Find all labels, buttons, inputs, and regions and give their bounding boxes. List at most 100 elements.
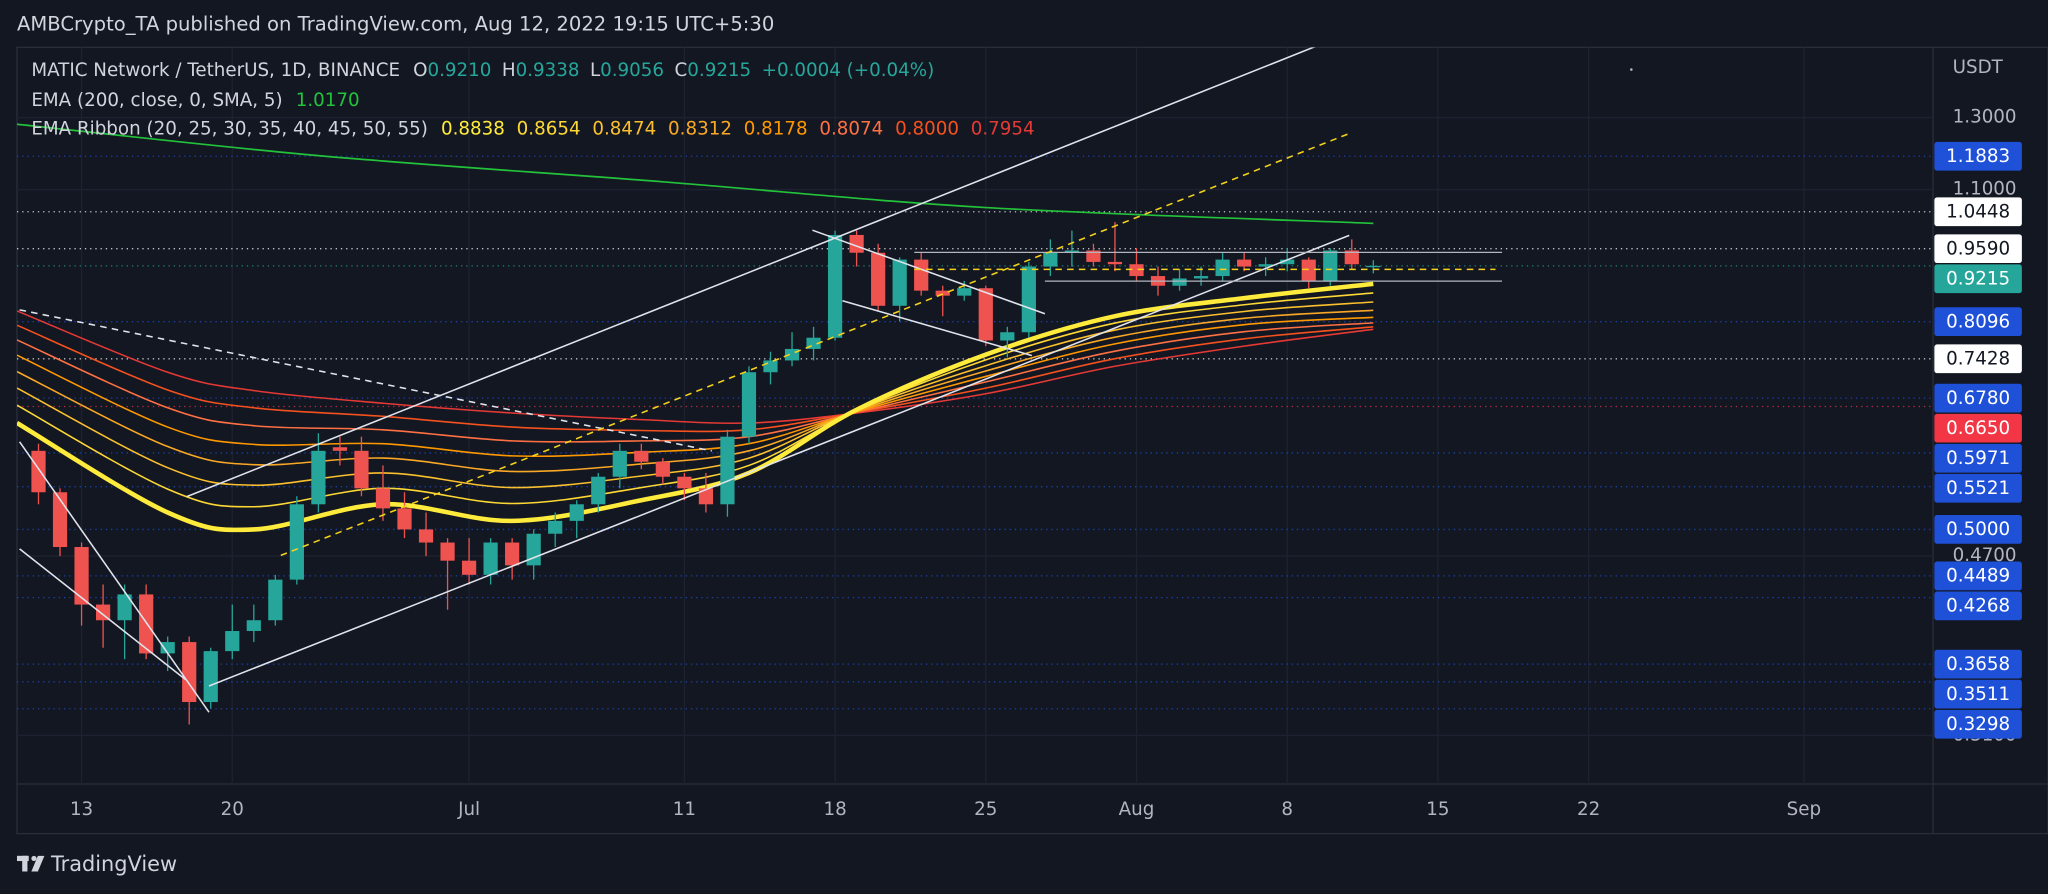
ribbon-line	[16, 309, 1374, 473]
ohlc-value: 0.9215	[687, 60, 751, 81]
price-badge	[1934, 709, 2022, 739]
price-levels	[16, 155, 1934, 710]
price-badge-label: 0.4268	[1946, 596, 2010, 617]
ohlc-key: C	[675, 60, 688, 81]
dashed-trend-line	[19, 309, 712, 452]
candle-body	[698, 488, 714, 505]
ribbon-line	[16, 310, 1374, 425]
legend-row: EMA (200, close, 0, SMA, 5) 1.0170	[31, 90, 359, 111]
currency-label: USDT	[1953, 57, 2004, 78]
candle-body	[957, 288, 972, 296]
candle-body	[203, 651, 218, 703]
brand-name: TradingView	[50, 852, 177, 876]
price-badge-label: 0.6780	[1946, 388, 2010, 409]
legend: MATIC Network / TetherUS, 1D, BINANCE O0.…	[31, 60, 1034, 140]
candle-body	[354, 450, 369, 489]
candle-body	[1043, 252, 1058, 267]
ribbon-line	[16, 301, 1374, 489]
candle-body	[806, 337, 821, 349]
candle-body	[31, 450, 46, 493]
flag-line	[812, 229, 1046, 315]
candle-body	[1129, 264, 1144, 277]
candle-body	[655, 461, 670, 477]
candle-body	[914, 259, 929, 291]
ribbon-value: 0.7954	[971, 119, 1035, 140]
ohlc-value: 0.9210	[427, 60, 491, 81]
price-badge-label: 0.7428	[1946, 348, 2010, 369]
x-tick-label: 20	[221, 799, 244, 820]
candle-body	[827, 234, 843, 338]
candle-body	[849, 234, 864, 253]
y-tick-label: 0.4700	[1953, 545, 2017, 566]
price-badge-label: 0.9215	[1946, 268, 2010, 289]
y-tick-label: 1.1000	[1953, 179, 2017, 200]
drawings	[18, 47, 1633, 713]
ribbon-value: 0.8474	[592, 119, 656, 140]
ribbon-value: 0.8312	[668, 119, 732, 140]
price-badge-label: 0.3658	[1946, 654, 2010, 675]
candle-body	[397, 508, 412, 530]
price-badge-label: 0.5521	[1946, 478, 2010, 499]
candle-body	[741, 372, 757, 437]
price-badge	[1934, 443, 2022, 473]
x-tick-label: 8	[1281, 799, 1293, 820]
y-tick-label: 1.3000	[1953, 107, 2017, 128]
x-tick-label: 11	[673, 799, 696, 820]
price-badge	[1934, 344, 2022, 374]
candle-body	[892, 259, 907, 306]
candle-body	[268, 579, 283, 621]
candle-body	[978, 288, 993, 341]
price-badge-label: 0.9590	[1946, 238, 2010, 259]
candle-body	[1366, 265, 1381, 268]
ribbon-line	[16, 324, 1374, 433]
price-badge-label: 0.4489	[1946, 566, 2010, 587]
x-tick-label: 25	[974, 799, 997, 820]
logo-part	[31, 855, 45, 872]
indicator-lines	[16, 123, 1374, 533]
x-tick-label: 22	[1577, 799, 1600, 820]
x-tick-label: 13	[70, 799, 93, 820]
logo-part	[22, 855, 28, 872]
price-badge	[1934, 307, 2022, 337]
ema-value: 1.0170	[296, 90, 360, 111]
candle-body	[1021, 266, 1036, 333]
candle-body	[1000, 332, 1015, 341]
x-tick-label: Aug	[1119, 799, 1155, 820]
x-tick-label: Jul	[457, 799, 480, 820]
axes: 13 20 Jul 11 18 25 Aug 8 15 22 Sep 1.3000 1.1000 0.47…	[70, 57, 2022, 820]
price-badge	[1934, 413, 2022, 443]
candle-body	[1172, 278, 1187, 286]
ribbon-value: 0.8838	[441, 119, 505, 140]
price-badge-label: 0.3298	[1946, 714, 2010, 735]
candle-body	[246, 620, 261, 632]
logo-part	[31, 855, 37, 862]
candle-body	[1301, 259, 1316, 281]
price-badge-label: 0.5971	[1946, 448, 2010, 469]
candles	[31, 222, 1381, 725]
ribbon-value: 0.8178	[744, 119, 808, 140]
candle-body	[117, 594, 132, 621]
candle-body	[526, 533, 541, 566]
candle-body	[225, 631, 240, 652]
channel-lower	[208, 234, 1350, 687]
x-tick-label: 15	[1426, 799, 1449, 820]
legend-row: MATIC Network / TetherUS, 1D, BINANCE O0.…	[31, 60, 934, 81]
candle-body	[591, 476, 606, 505]
candle-body	[548, 520, 563, 534]
ema-name: EMA (200, close, 0, SMA, 5)	[31, 90, 282, 111]
price-badge-label: 1.0448	[1946, 201, 2010, 222]
candle-body	[935, 290, 950, 296]
candle-body	[1344, 250, 1359, 265]
candle-body	[139, 594, 154, 654]
ribbon-value: 0.8074	[819, 119, 883, 140]
candle-body	[569, 504, 584, 521]
candle-body	[1215, 259, 1230, 277]
price-badge	[1934, 473, 2022, 503]
grid	[16, 47, 1934, 784]
candle-body	[160, 642, 175, 654]
dashed-midline	[280, 132, 1350, 557]
ribbon-line	[16, 322, 1374, 443]
